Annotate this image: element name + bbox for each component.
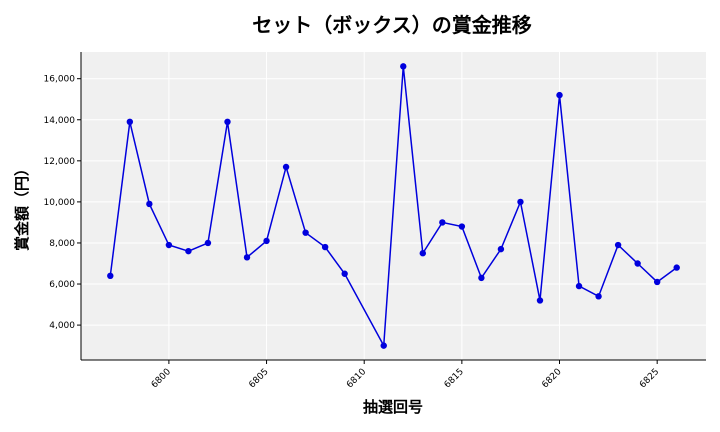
data-point: [224, 118, 231, 126]
data-point: [400, 63, 407, 70]
x-tick-label: 6805: [247, 367, 270, 390]
data-point: [341, 270, 348, 277]
data-point: [419, 250, 426, 257]
x-tick-label: 6800: [150, 367, 173, 390]
data-point: [380, 342, 387, 349]
x-tick-label: 6820: [540, 367, 563, 390]
y-axis-label: 賞金額（円）: [13, 161, 31, 251]
y-tick-label: 6,000: [49, 280, 75, 290]
y-tick-label: 12,000: [44, 157, 76, 167]
data-point: [556, 91, 563, 99]
data-point: [126, 118, 134, 126]
data-point: [595, 293, 602, 300]
data-point: [282, 163, 290, 171]
data-point: [243, 254, 251, 261]
y-tick-label: 8,000: [49, 239, 75, 249]
data-point: [634, 260, 641, 267]
data-point: [185, 247, 192, 255]
data-point: [263, 237, 270, 245]
x-tick-label: 6815: [443, 367, 466, 390]
y-tick-label: 10,000: [44, 198, 76, 208]
y-tick-label: 4,000: [49, 321, 75, 331]
y-tick-label: 16,000: [44, 75, 76, 85]
data-point: [458, 223, 466, 230]
data-point: [204, 239, 212, 247]
data-point: [517, 198, 524, 206]
y-tick-label: 14,000: [44, 116, 76, 126]
chart-title: セット（ボックス）の賞金推移: [252, 13, 531, 37]
x-tick-label: 6825: [638, 367, 661, 390]
data-point: [653, 278, 661, 286]
series-group: [107, 63, 680, 349]
data-point: [302, 229, 309, 236]
x-axis-label: 抽選回号: [363, 398, 423, 416]
data-point: [673, 264, 680, 271]
data-point: [165, 241, 173, 249]
data-point: [321, 243, 329, 251]
data-point: [107, 272, 114, 280]
data-point: [497, 245, 505, 253]
x-tick-label: 6810: [345, 367, 368, 390]
data-point: [575, 282, 583, 290]
data-point: [478, 274, 485, 282]
data-point: [536, 297, 544, 304]
data-point: [439, 219, 446, 226]
data-point: [614, 241, 622, 249]
data-point: [146, 200, 153, 208]
